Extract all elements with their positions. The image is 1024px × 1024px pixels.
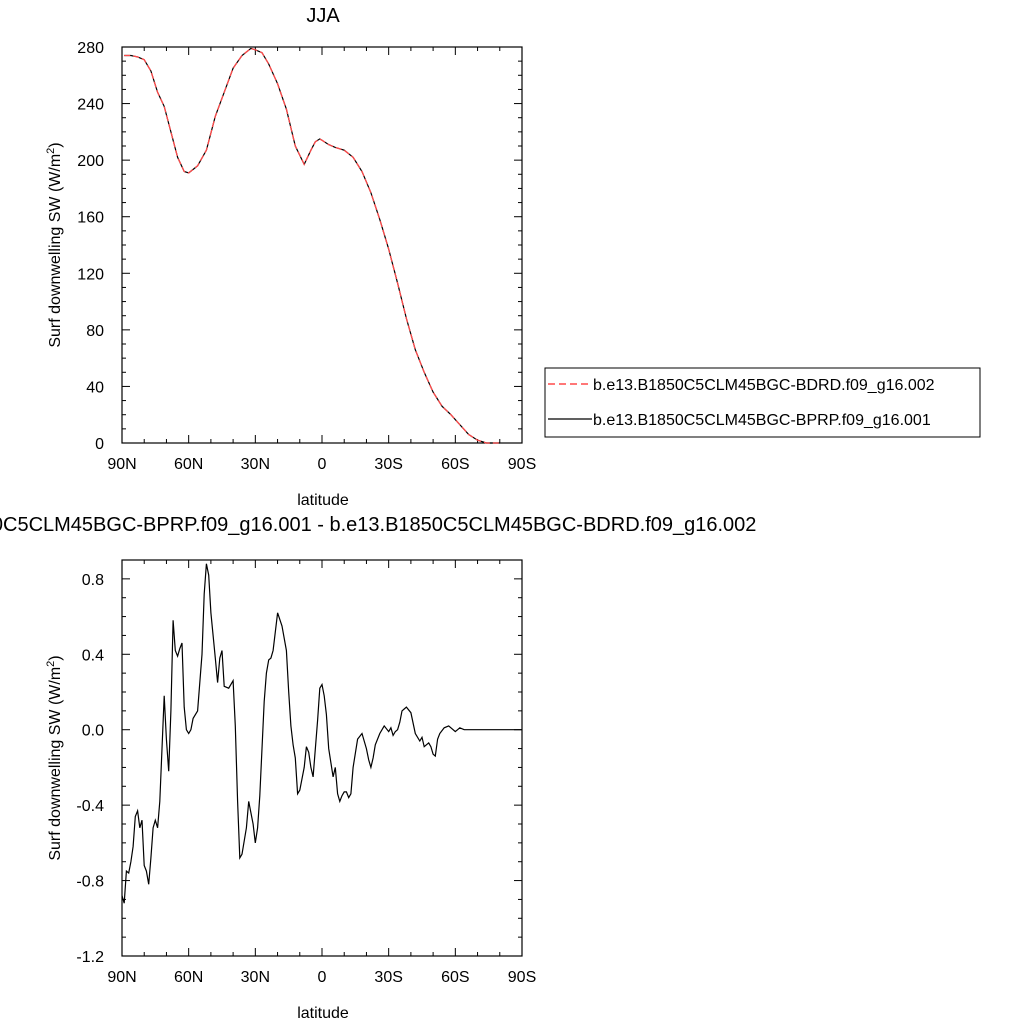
legend-label-bprp: b.e13.B1850C5CLM45BGC-BPRP.f09_g16.001	[593, 412, 931, 429]
top-x-tick-label: 0	[318, 456, 327, 473]
top-chart-title: JJA	[306, 5, 340, 27]
top-y-tick-label: 0	[95, 436, 104, 453]
legend-label-bdrd: b.e13.B1850C5CLM45BGC-BDRD.f09_g16.002	[593, 377, 935, 394]
top-x-tick-label: 30S	[374, 456, 402, 473]
top-panel: JJA 90N 60N 30N 0 30S 60S 90S 0 40 80 120 160 200 240…	[45, 5, 536, 509]
top-y-tick-label: 280	[77, 40, 104, 57]
bottom-y-tick-label: 0.8	[82, 572, 104, 589]
top-x-tick-label: 90N	[107, 456, 136, 473]
top-series-lines	[124, 47, 500, 444]
bottom-chart-title: b.e13.B1850C5CLM45BGC-BPRP.f09_g16.001 -…	[0, 514, 756, 536]
top-x-axis-label: latitude	[297, 492, 349, 509]
top-y-axis-label: Surf downwelling SW (W/m2)	[45, 142, 64, 347]
bottom-x-tick-label: 60N	[174, 969, 203, 986]
top-y-tick-label: 200	[77, 153, 104, 170]
bottom-y-tick-label: 0.0	[82, 723, 104, 740]
bottom-x-tick-label: 30S	[374, 969, 402, 986]
series-line-bdrd	[124, 47, 500, 444]
bottom-x-tick-label: 90N	[107, 969, 136, 986]
bottom-y-tick-label: -0.8	[76, 874, 104, 891]
bottom-x-tick-label: 30N	[241, 969, 270, 986]
top-x-tick-label: 60S	[441, 456, 469, 473]
bottom-ticks: 90N 60N 30N 0 30S 60S 90S -1.2 -0.8 -0.4 0.0 0.4 0.8	[76, 560, 536, 986]
bottom-series-lines	[121, 563, 522, 904]
top-y-tick-label: 80	[86, 323, 104, 340]
series-line-bprp	[124, 47, 500, 444]
top-plot-frame	[121, 46, 523, 444]
bottom-plot-frame	[121, 559, 523, 957]
top-y-tick-label: 40	[86, 379, 104, 396]
top-x-tick-label: 60N	[174, 456, 203, 473]
bottom-y-tick-label: -0.4	[76, 798, 104, 815]
top-y-tick-label: 240	[77, 97, 104, 114]
bottom-x-tick-label: 0	[318, 969, 327, 986]
legend-box	[544, 367, 981, 438]
top-x-tick-label: 30N	[241, 456, 270, 473]
bottom-y-axis-label: Surf downwelling SW (W/m2)	[45, 655, 64, 860]
legend: b.e13.B1850C5CLM45BGC-BDRD.f09_g16.002 b…	[544, 367, 981, 438]
top-ticks: 90N 60N 30N 0 30S 60S 90S 0 40 80 120 160 200 240 280	[77, 40, 536, 473]
difference-line	[121, 563, 522, 904]
bottom-y-tick-label: -1.2	[76, 949, 104, 966]
bottom-y-tick-label: 0.4	[82, 647, 104, 664]
bottom-x-tick-label: 90S	[508, 969, 536, 986]
top-y-tick-label: 160	[77, 210, 104, 227]
bottom-x-axis-label: latitude	[297, 1005, 349, 1022]
bottom-x-tick-label: 60S	[441, 969, 469, 986]
bottom-panel: b.e13.B1850C5CLM45BGC-BPRP.f09_g16.001 -…	[0, 514, 756, 1022]
top-x-tick-label: 90S	[508, 456, 536, 473]
top-y-tick-label: 120	[77, 266, 104, 283]
